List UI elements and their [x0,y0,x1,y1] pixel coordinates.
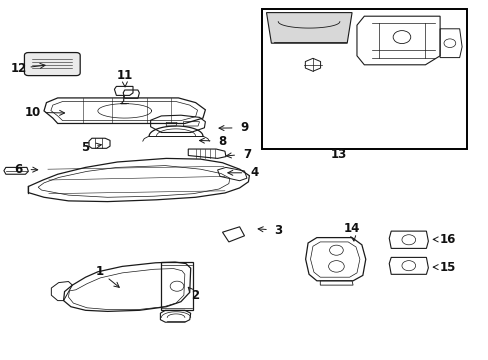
Text: 2: 2 [191,289,199,302]
Text: 5: 5 [81,141,89,154]
Text: 7: 7 [243,148,250,161]
Text: 13: 13 [329,148,346,161]
Text: 1: 1 [96,265,104,278]
Text: 6: 6 [15,163,22,176]
Text: 9: 9 [240,121,248,134]
Text: 3: 3 [274,224,282,237]
Text: 16: 16 [438,233,455,246]
Text: 8: 8 [218,135,226,148]
Text: 14: 14 [343,222,360,235]
Text: 4: 4 [250,166,258,179]
Bar [261,9,466,149]
Text: 12: 12 [10,62,27,75]
FancyBboxPatch shape [24,53,80,76]
Text: 10: 10 [25,106,41,119]
Text: 15: 15 [438,261,455,274]
Text: 11: 11 [116,69,133,82]
Polygon shape [266,13,351,43]
